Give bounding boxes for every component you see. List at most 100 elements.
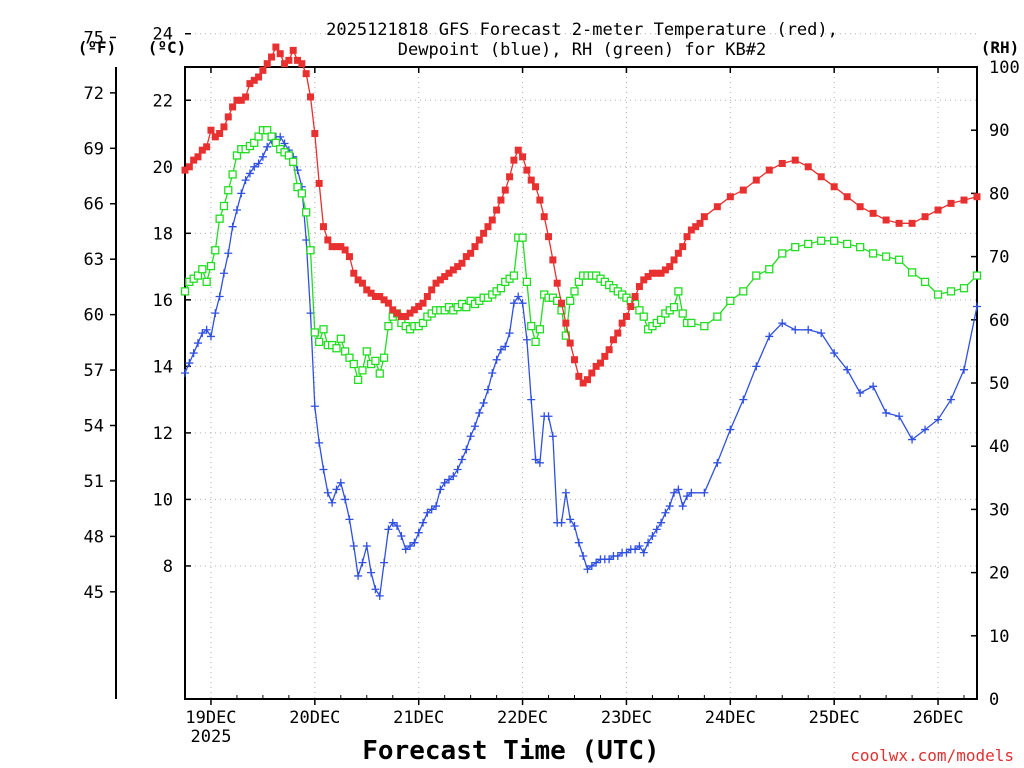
dewpoint-point (375, 591, 384, 600)
temperature-point (276, 50, 284, 58)
temperature-point (562, 319, 570, 327)
temperature-point (337, 243, 345, 251)
dewpoint-point (895, 412, 904, 421)
temperature-point (739, 186, 747, 194)
rh-point (881, 252, 891, 261)
rh-point (570, 287, 579, 296)
dewpoint-point (483, 385, 492, 394)
rh-point (319, 325, 328, 334)
dewpoint-point (856, 388, 865, 397)
temperature-point (618, 319, 626, 327)
dewpoint-point (527, 395, 536, 404)
dewpoint-point (726, 425, 735, 434)
temperature-point (553, 279, 561, 287)
dewpoint-point (683, 492, 692, 501)
rh-point (855, 242, 865, 252)
dewpoint-point (345, 515, 354, 524)
temperature-point (527, 176, 535, 184)
temperature-point (696, 219, 704, 227)
dewpoint-point (245, 169, 254, 178)
temperature-point (666, 263, 674, 271)
dewpoint-point (457, 455, 466, 464)
dewpoint-point (349, 541, 358, 550)
rh-point (375, 369, 384, 378)
dewpoint-point (583, 565, 592, 574)
temperature-point (198, 146, 206, 154)
temperature-point (423, 293, 431, 301)
rh-point (340, 347, 350, 356)
x-tick-label: 22DEC (497, 708, 548, 728)
rh-tick-label: 30 (989, 500, 1009, 520)
dewpoint-point (535, 458, 544, 467)
temperature-point (363, 286, 371, 294)
rh-tick-label: 50 (989, 374, 1009, 394)
temperature-point (609, 336, 617, 344)
rh-point (804, 239, 813, 249)
temperature-point (255, 73, 263, 81)
fahrenheit-tick-label: 51 (84, 472, 104, 492)
temperature-point (350, 269, 358, 277)
dewpoint-point (934, 415, 943, 424)
rh-point (384, 321, 393, 331)
fahrenheit-tick-label: 45 (84, 583, 104, 603)
dewpoint-point (973, 302, 981, 311)
temperature-point (285, 56, 293, 64)
temperature-series (181, 43, 981, 387)
rh-point (894, 255, 904, 264)
temperature-point (674, 249, 682, 257)
temperature-point (493, 206, 501, 214)
temperature-point (410, 306, 418, 314)
temperature-point (605, 346, 613, 354)
rh-point (509, 271, 519, 280)
temperature-point (194, 153, 202, 161)
dewpoint-point (817, 329, 826, 338)
fahrenheit-tick-label: 63 (84, 250, 104, 270)
temperature-point (263, 60, 271, 68)
temperature-point (960, 196, 968, 204)
temperature-point (441, 273, 449, 281)
celsius-tick-label: 12 (153, 424, 173, 444)
temperature-point (246, 80, 254, 88)
rh-point (561, 331, 571, 340)
rh-point (674, 287, 683, 296)
temperature-point (324, 236, 332, 244)
fahrenheit-unit-label: (ºF) (78, 38, 117, 57)
temperature-point (415, 302, 423, 310)
rh-point (868, 249, 878, 258)
rh-point (535, 325, 545, 334)
temperature-point (475, 236, 483, 244)
temperature-point (449, 266, 457, 274)
dewpoint-point (436, 485, 445, 494)
dewpoint-point (224, 249, 233, 258)
temperature-point (622, 312, 630, 320)
temperature-point (687, 226, 695, 234)
temperature-point (432, 279, 440, 287)
dewpoint-point (427, 505, 436, 514)
dewpoint-point (388, 518, 397, 527)
dewpoint-point (635, 541, 644, 550)
dewpoint-point (332, 485, 341, 494)
rh-point (232, 151, 242, 160)
temperature-point (726, 193, 734, 201)
temperature-point (345, 253, 353, 261)
temperature-point (523, 166, 531, 174)
temperature-point (653, 269, 661, 277)
temperature-point (631, 293, 639, 301)
x-tick-label: 20DEC (289, 708, 340, 728)
temperature-point (488, 216, 496, 224)
temperature-point (830, 183, 838, 191)
dewpoint-point (652, 525, 661, 534)
celsius-tick-label: 24 (153, 25, 173, 45)
x-tick-label: 24DEC (705, 708, 756, 728)
temperature-point (207, 126, 215, 134)
fahrenheit-tick-label: 75 (84, 28, 104, 48)
rh-point (566, 296, 575, 305)
temperature-point (376, 293, 384, 301)
temperature-point (510, 156, 518, 164)
rh-point (315, 337, 324, 347)
dewpoint-point (544, 412, 553, 421)
temperature-point (259, 66, 267, 74)
dewpoint-point (661, 508, 670, 517)
rh-point (271, 138, 281, 147)
dewpoint-point (791, 325, 800, 334)
